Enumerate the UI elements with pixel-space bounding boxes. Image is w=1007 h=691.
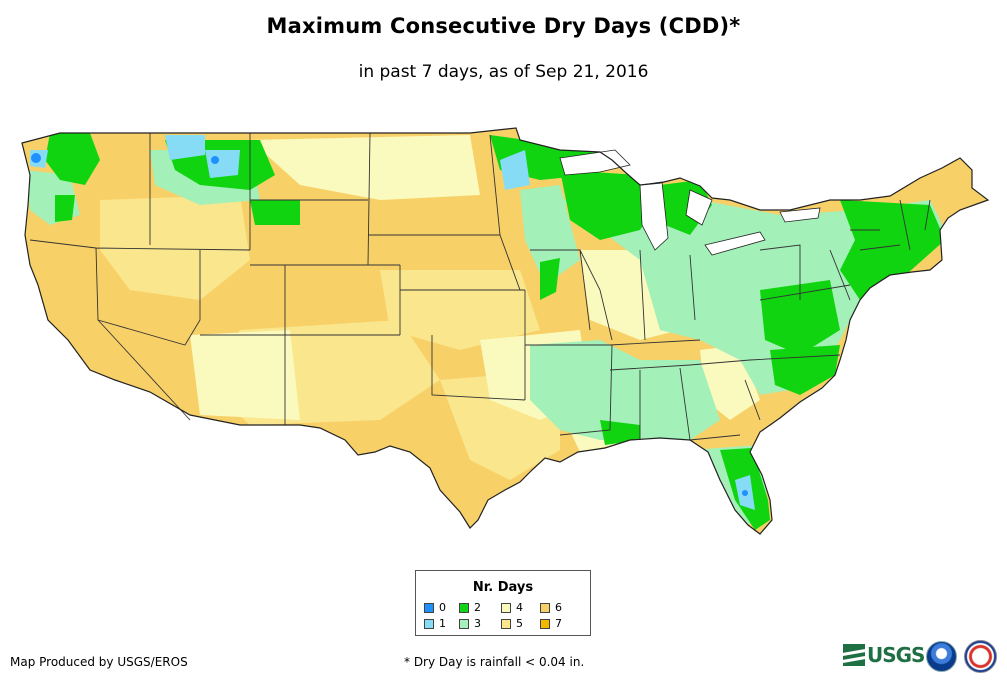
lake-superior	[559, 149, 631, 176]
noaa-logo-icon	[926, 641, 957, 672]
legend-label: 1	[439, 617, 446, 630]
zone-2-days	[840, 200, 945, 300]
zone-2-days	[250, 200, 300, 225]
legend-label: 0	[439, 601, 446, 614]
lake-erie	[704, 231, 766, 256]
us-outline	[21, 127, 990, 535]
zone-4-days	[190, 330, 300, 420]
usgs-mark-icon	[843, 644, 865, 666]
legend-item-0: 0	[424, 601, 446, 614]
legend-swatch	[501, 618, 511, 629]
legend: Nr. Days 0 1 2 3 4 5 6 7	[415, 570, 591, 636]
zone-5-days	[100, 195, 250, 300]
zone-0-days	[211, 156, 219, 164]
zone-1-day	[500, 150, 530, 190]
legend-item-4: 4	[501, 601, 523, 614]
zone-3-days	[520, 185, 580, 285]
legend-item-5: 5	[501, 617, 523, 630]
usgs-logo-text: USGS	[867, 643, 925, 667]
zone-2-days	[55, 195, 75, 222]
lake-michigan	[639, 181, 669, 251]
zone-0-days	[742, 490, 748, 496]
zone-4-days	[250, 135, 480, 200]
zone-1-day	[165, 135, 205, 160]
legend-label: 2	[474, 601, 481, 614]
lake-huron	[685, 189, 713, 226]
zone-2-days	[560, 170, 660, 240]
legend-title: Nr. Days	[472, 580, 534, 595]
great-lakes	[559, 149, 821, 256]
legend-label: 5	[516, 617, 523, 630]
legend-swatch	[459, 618, 469, 629]
zone-1-day	[205, 150, 240, 178]
zone-0-days	[31, 153, 41, 163]
legend-label: 3	[474, 617, 481, 630]
zone-2-days	[760, 280, 840, 355]
nws-logo-icon	[964, 640, 997, 673]
legend-label: 6	[555, 601, 562, 614]
legend-item-3: 3	[459, 617, 481, 630]
legend-label: 4	[516, 601, 523, 614]
legend-item-7: 7	[540, 617, 562, 630]
legend-swatch	[501, 602, 511, 613]
zone-2-days	[540, 258, 560, 300]
map-subtitle: in past 7 days, as of Sep 21, 2016	[358, 62, 649, 82]
legend-item-2: 2	[459, 601, 481, 614]
legend-label: 7	[555, 617, 562, 630]
zone-2-days	[45, 133, 100, 185]
map-title: Maximum Consecutive Dry Days (CDD)*	[266, 14, 741, 38]
legend-swatch	[459, 602, 469, 613]
legend-swatch	[540, 602, 550, 613]
zone-3-days	[530, 340, 720, 440]
lake-ontario	[779, 207, 821, 223]
legend-swatch	[424, 602, 434, 613]
legend-swatch	[424, 618, 434, 629]
footnote: * Dry Day is rainfall < 0.04 in.	[404, 655, 585, 669]
legend-item-1: 1	[424, 617, 446, 630]
legend-swatch	[540, 618, 550, 629]
map-credit: Map Produced by USGS/EROS	[10, 655, 188, 669]
legend-item-6: 6	[540, 601, 562, 614]
state-boundaries	[29, 132, 931, 441]
usgs-logo: USGS	[843, 642, 925, 668]
